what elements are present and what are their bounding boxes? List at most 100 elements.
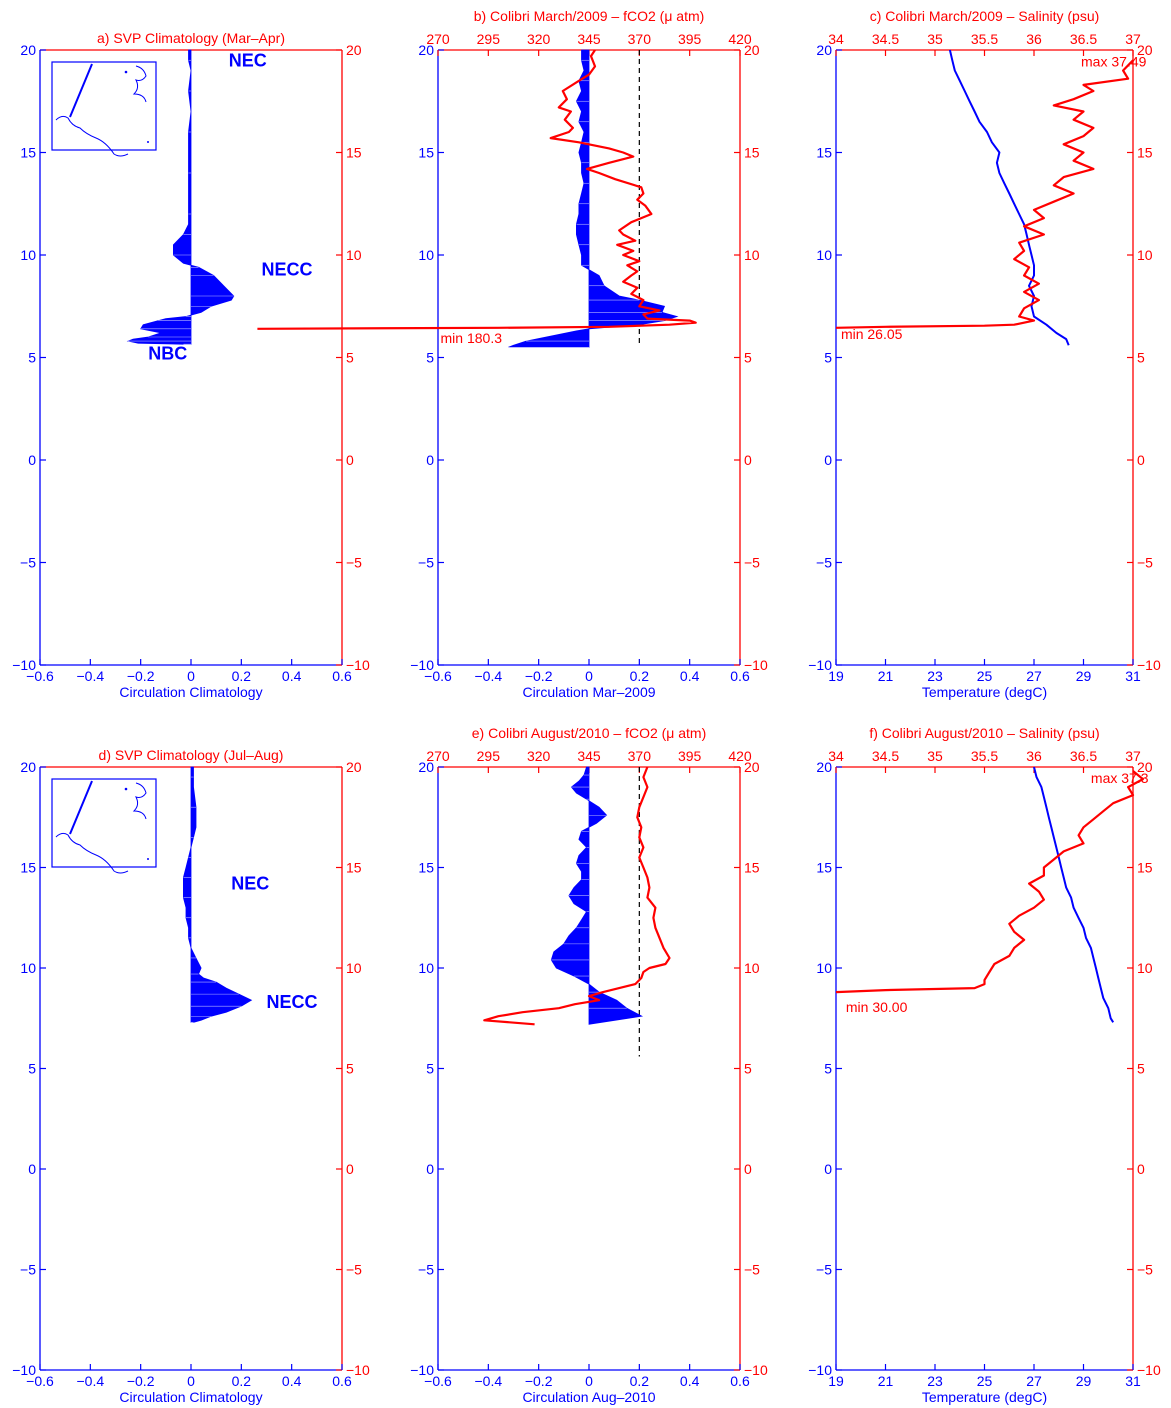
top-tick-label: 36.5 (1070, 748, 1097, 764)
y-tick-label: −10 (12, 657, 36, 673)
top-tick-label: 320 (527, 31, 551, 47)
top-tick-label: 34.5 (872, 31, 899, 47)
y-tick-label: 15 (20, 145, 36, 161)
y-right-tick-label: 15 (346, 860, 362, 876)
y-tick-label: 10 (816, 247, 832, 263)
y-right-tick-label: 15 (346, 145, 362, 161)
top-tick-label: 270 (426, 31, 450, 47)
x-tick-label: 25 (977, 668, 993, 684)
x-tick-label: 23 (927, 668, 943, 684)
x-tick-label: 0 (187, 668, 195, 684)
y-right-tick-label: 0 (1137, 1161, 1145, 1177)
y-right-tick-label: −5 (346, 1262, 362, 1278)
panel-d: d) SVP Climatology (Jul–Aug) −10 −10 −5 −5 0 0… (12, 747, 370, 1405)
x-tick-label: 0.6 (730, 668, 750, 684)
x-tick-label: 31 (1125, 668, 1141, 684)
y-right-tick-label: −5 (744, 555, 760, 571)
y-right-tick-label: 0 (1137, 452, 1145, 468)
x-tick-label: 0.2 (630, 1373, 650, 1389)
y-right-tick-label: −5 (1137, 1262, 1153, 1278)
y-right-tick-label: 20 (1137, 759, 1153, 775)
top-tick-label: 420 (728, 748, 752, 764)
y-tick-label: 15 (816, 145, 832, 161)
x-axis-label: Circulation Climatology (119, 1389, 262, 1405)
y-right-tick-label: 0 (346, 452, 354, 468)
x-tick-label: 31 (1125, 1373, 1141, 1389)
top-tick-label: 34.5 (872, 748, 899, 764)
top-tick-label: 345 (577, 748, 601, 764)
x-tick-label: 27 (1026, 1373, 1042, 1389)
top-tick-label: 34 (828, 748, 844, 764)
y-tick-label: 5 (28, 350, 36, 366)
y-right-tick-label: 20 (744, 759, 760, 775)
annotation-min-30-00: min 30.00 (846, 999, 908, 1015)
top-tick-label: 320 (527, 748, 551, 764)
top-tick-label: 345 (577, 31, 601, 47)
panel-f: f) Colibri August/2010 – Salinity (psu) −… (808, 725, 1161, 1405)
y-right-tick-label: 5 (1137, 350, 1145, 366)
panel-e-title: e) Colibri August/2010 – fCO2 (μ atm) (472, 725, 707, 741)
y-right-tick-label: 20 (346, 759, 362, 775)
top-tick-label: 395 (678, 31, 702, 47)
x-tick-label: 19 (828, 668, 844, 684)
y-tick-label: −10 (410, 1362, 434, 1378)
x-tick-label: −0.2 (127, 668, 155, 684)
x-tick-label: 0 (585, 1373, 593, 1389)
top-tick-label: 34 (828, 31, 844, 47)
annotation-min-26-05: min 26.05 (841, 326, 903, 342)
y-tick-label: −10 (410, 657, 434, 673)
inset-map (51, 778, 157, 874)
inset-map-island-dot (147, 858, 149, 860)
y-right-tick-label: 15 (1137, 145, 1153, 161)
y-tick-label: 10 (418, 247, 434, 263)
panel-c: c) Colibri March/2009 – Salinity (psu) −1… (808, 8, 1161, 700)
y-right-tick-label: 5 (744, 350, 752, 366)
y-right-tick-label: 5 (744, 1061, 752, 1077)
top-tick-label: 35.5 (971, 31, 998, 47)
blue-profile-line (1033, 766, 1115, 1023)
annotation-min-180-3: min 180.3 (441, 330, 503, 346)
top-tick-label: 395 (678, 748, 702, 764)
y-right-tick-label: 10 (1137, 247, 1153, 263)
y-right-tick-label: −10 (346, 1362, 370, 1378)
y-tick-label: 20 (20, 759, 36, 775)
panel-e: e) Colibri August/2010 – fCO2 (μ atm) −10… (410, 725, 768, 1405)
x-tick-label: 0 (187, 1373, 195, 1389)
y-right-tick-label: 20 (1137, 42, 1153, 58)
x-tick-label: 0.2 (232, 668, 252, 684)
top-tick-label: 270 (426, 748, 450, 764)
y-tick-label: 0 (28, 452, 36, 468)
blue-profile-line (948, 49, 1070, 346)
x-tick-label: 27 (1026, 668, 1042, 684)
y-tick-label: 20 (20, 42, 36, 58)
red-profile-line (257, 49, 697, 330)
y-right-tick-label: −5 (1137, 555, 1153, 571)
y-right-tick-label: −10 (346, 657, 370, 673)
inset-map-islands (132, 65, 147, 103)
inset-map-island-dot (147, 141, 149, 143)
panel-c-title: c) Colibri March/2009 – Salinity (psu) (870, 8, 1100, 24)
y-right-tick-label: 5 (1137, 1061, 1145, 1077)
y-right-tick-label: 10 (346, 247, 362, 263)
inset-map-track (69, 63, 93, 118)
y-tick-label: 5 (426, 350, 434, 366)
top-tick-label: 35 (927, 31, 943, 47)
annotation-nec: NEC (231, 874, 269, 894)
red-profile-line (483, 766, 671, 1026)
y-right-tick-label: 5 (346, 1061, 354, 1077)
y-tick-label: 5 (426, 1061, 434, 1077)
x-tick-label: 0.2 (232, 1373, 252, 1389)
y-right-tick-label: 0 (744, 1161, 752, 1177)
y-tick-label: 15 (418, 860, 434, 876)
y-tick-label: 0 (824, 452, 832, 468)
y-tick-label: 20 (816, 42, 832, 58)
inset-map-islands (132, 782, 147, 820)
y-tick-label: 10 (816, 960, 832, 976)
inset-map-frame (51, 61, 157, 151)
top-tick-label: 36 (1026, 748, 1042, 764)
y-tick-label: 0 (426, 452, 434, 468)
inset-map-island-dot (124, 70, 128, 74)
y-tick-label: 10 (20, 960, 36, 976)
x-tick-label: 0.4 (282, 1373, 302, 1389)
annotation-max-37-3: max 37.3 (1091, 770, 1149, 786)
